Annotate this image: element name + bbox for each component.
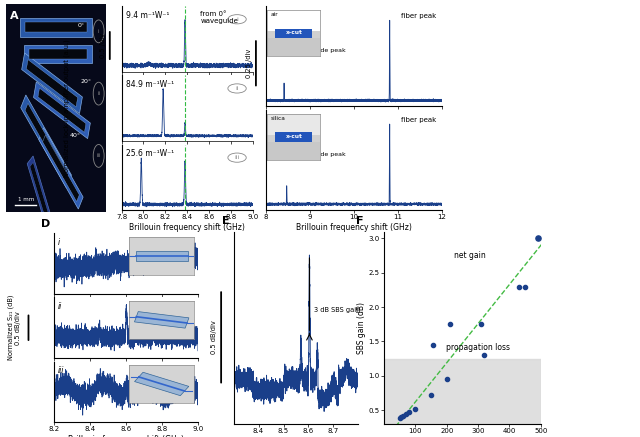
Text: A: A [10,10,19,21]
Bar [384,359,541,424]
X-axis label: Brillouin frequency shift (GHz): Brillouin frequency shift (GHz) [68,435,184,437]
Text: D: D [42,218,51,229]
Point [479,352,490,359]
Polygon shape [24,45,92,63]
Text: 0.5 /div: 0.5 /div [100,33,106,58]
Polygon shape [25,104,67,179]
Point [410,405,420,412]
Polygon shape [33,82,90,139]
Text: i: i [236,17,238,22]
Polygon shape [20,95,72,188]
Point [397,412,408,419]
Text: iii: iii [58,366,63,375]
Text: 0°: 0° [78,23,85,28]
Point [404,409,414,416]
Text: waveguide peak: waveguide peak [294,152,346,157]
Text: net gain: net gain [454,251,486,260]
Text: iii: iii [234,155,240,160]
Text: ii: ii [97,91,100,96]
Point [401,411,411,418]
Point [514,283,524,290]
Text: 84.9 m⁻¹W⁻¹: 84.9 m⁻¹W⁻¹ [125,80,173,89]
Point [445,321,455,328]
Text: iii: iii [97,153,101,158]
Point [520,283,531,290]
Polygon shape [30,162,51,224]
Polygon shape [38,88,86,132]
Text: waveguide peak: waveguide peak [294,48,346,53]
Polygon shape [29,49,87,59]
Text: ii: ii [236,86,239,91]
Point [428,341,438,348]
Text: 40°: 40° [70,133,81,138]
X-axis label: Brillouin frequency shift (GHz): Brillouin frequency shift (GHz) [129,223,245,232]
Point [532,235,543,242]
Polygon shape [26,60,77,107]
Text: 0.25 /div: 0.25 /div [246,49,252,78]
Text: ii: ii [58,302,61,311]
Polygon shape [22,53,83,114]
Text: propagation loss: propagation loss [446,343,510,352]
Text: 1 mm: 1 mm [18,197,34,201]
Polygon shape [43,135,79,201]
Text: fiber peak: fiber peak [401,117,436,123]
Text: 0.5 dB/div: 0.5 dB/div [211,320,217,354]
Y-axis label: SBS gain (dB): SBS gain (dB) [357,302,366,354]
Text: Normalized lock-in amplifier output (a.u.): Normalized lock-in amplifier output (a.u… [64,39,70,177]
Point [426,392,436,399]
Text: C: C [248,0,256,1]
Point [442,376,452,383]
Point [395,415,405,422]
Text: F: F [356,216,364,226]
Text: 3 dB SBS gain: 3 dB SBS gain [314,307,361,313]
Text: 9.4 m⁻¹W⁻¹: 9.4 m⁻¹W⁻¹ [125,11,169,20]
Text: from 0°
waveguide: from 0° waveguide [200,11,238,24]
Text: E: E [222,216,230,226]
Text: i: i [58,238,60,246]
Point [396,413,406,420]
Polygon shape [26,22,86,32]
Point [476,321,486,328]
Text: 20°: 20° [81,79,92,83]
Polygon shape [39,128,83,209]
Text: Normalized S₂₁ (dB): Normalized S₂₁ (dB) [8,295,14,361]
X-axis label: Brillouin frequency shift (GHz): Brillouin frequency shift (GHz) [296,223,412,232]
Text: 25.6 m⁻¹W⁻¹: 25.6 m⁻¹W⁻¹ [125,149,173,158]
Polygon shape [27,156,53,231]
Polygon shape [20,18,92,37]
Text: fiber peak: fiber peak [401,13,436,19]
Text: 0.5 dB/div: 0.5 dB/div [15,311,21,345]
Text: B: B [110,0,118,1]
Text: i: i [98,29,99,34]
